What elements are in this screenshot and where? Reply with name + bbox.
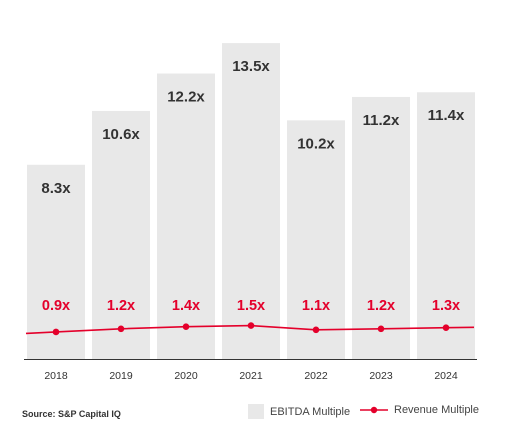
revenue-value-label: 1.4x	[172, 298, 200, 314]
revenue-value-label: 1.3x	[432, 298, 460, 314]
ebitda-bar	[92, 110, 150, 360]
x-tick-label: 2018	[44, 370, 68, 382]
revenue-point	[442, 324, 450, 332]
ebitda-bar	[417, 92, 475, 360]
revenue-value-label: 0.9x	[42, 298, 70, 314]
ebitda-value-label: 12.2x	[167, 89, 205, 106]
x-tick-label: 2020	[174, 370, 198, 382]
revenue-point	[117, 325, 125, 333]
ebitda-bar	[157, 73, 215, 360]
revenue-point	[377, 325, 385, 333]
ebitda-bar	[287, 120, 345, 359]
x-tick-label: 2019	[109, 370, 133, 382]
ebitda-value-label: 11.4x	[428, 107, 465, 124]
ebitda-value-label: 11.2x	[363, 112, 400, 129]
ebitda-bar	[222, 43, 280, 359]
x-tick-label: 2021	[239, 370, 263, 382]
revenue-value-label: 1.1x	[302, 298, 330, 314]
revenue-point	[312, 326, 320, 334]
ebitda-value-label: 8.3x	[41, 180, 71, 197]
x-tick-label: 2024	[434, 370, 458, 382]
revenue-point	[182, 323, 190, 330]
legend-label-revenue: Revenue Multiple	[394, 404, 479, 416]
ebitda-value-label: 10.6x	[102, 126, 140, 143]
legend-line-icon	[360, 406, 388, 414]
revenue-value-label: 1.2x	[107, 298, 135, 314]
legend-item-revenue: Revenue Multiple	[360, 404, 479, 416]
legend-item-ebitda: EBITDA Multiple	[248, 404, 350, 419]
ebitda-bar	[27, 164, 85, 359]
x-tick-label: 2022	[304, 370, 328, 382]
ebitda-bar	[352, 96, 410, 360]
revenue-point	[52, 328, 60, 336]
revenue-value-label: 1.2x	[367, 298, 395, 314]
ebitda-value-label: 13.5x	[232, 58, 270, 75]
legend-swatch-ebitda	[248, 404, 264, 419]
revenue-point	[247, 322, 255, 329]
legend-label-ebitda: EBITDA Multiple	[270, 405, 351, 418]
x-tick-label: 2023	[369, 370, 393, 382]
ebitda-value-label: 10.2x	[297, 135, 335, 152]
revenue-value-label: 1.5x	[237, 298, 265, 314]
source-note: Source: S&P Capital IQ	[22, 409, 121, 419]
